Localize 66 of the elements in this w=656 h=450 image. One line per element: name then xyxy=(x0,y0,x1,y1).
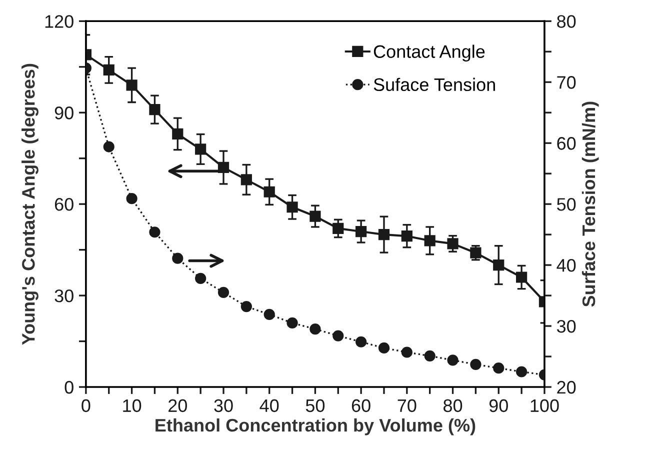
point xyxy=(424,350,436,362)
point xyxy=(218,286,230,298)
point xyxy=(103,64,114,76)
legend-label: Contact Angle xyxy=(374,44,485,62)
point xyxy=(218,162,230,174)
y2-tick-label: 40 xyxy=(556,258,576,272)
x-tick-label: 30 xyxy=(214,399,233,412)
y-tick-label: 0 xyxy=(64,380,74,394)
y-tick-label: 90 xyxy=(54,106,74,120)
point xyxy=(516,272,528,283)
point xyxy=(286,317,298,329)
point xyxy=(103,141,114,152)
y2-tick-label: 30 xyxy=(556,320,576,333)
point xyxy=(356,226,367,238)
point xyxy=(195,272,206,284)
point xyxy=(310,210,321,222)
x-tick-label: 50 xyxy=(306,399,325,412)
point xyxy=(493,362,504,374)
x-axis-title: Ethanol Concentration by Volume (%) xyxy=(156,418,476,436)
point xyxy=(401,346,412,358)
x-tick-label: 70 xyxy=(398,399,416,412)
y-tick-label: 120 xyxy=(45,15,74,28)
x-tick-label: 20 xyxy=(168,399,187,412)
point xyxy=(310,324,321,335)
point xyxy=(332,222,344,234)
point xyxy=(470,247,482,258)
y2-axis-title: Surface Tension (mN/m) xyxy=(582,102,599,307)
y2-tick-label: 80 xyxy=(557,15,576,28)
point xyxy=(493,259,504,271)
point xyxy=(401,230,412,242)
x-tick-label: 0 xyxy=(82,399,90,412)
point xyxy=(516,366,528,378)
point xyxy=(470,358,482,370)
y2-tick-label: 70 xyxy=(557,76,576,89)
x-tick-label: 100 xyxy=(530,399,559,412)
point xyxy=(424,235,436,246)
point xyxy=(378,229,390,240)
point xyxy=(332,330,344,342)
y-tick-label: 30 xyxy=(54,289,74,302)
x-tick-label: 40 xyxy=(260,399,279,412)
y2-tick-label: 20 xyxy=(557,380,576,394)
point xyxy=(240,174,252,186)
point xyxy=(195,144,206,155)
point xyxy=(286,202,298,213)
point xyxy=(264,186,275,198)
point xyxy=(126,80,138,91)
point xyxy=(126,193,138,204)
legend-label: Suface Tension xyxy=(374,78,495,92)
point xyxy=(172,252,184,264)
y-axis-title: Young's Contact Angle (degrees) xyxy=(22,64,38,345)
point xyxy=(240,300,252,312)
x-tick-label: 90 xyxy=(489,399,508,412)
point xyxy=(378,342,390,354)
point xyxy=(149,104,160,116)
x-tick-label: 60 xyxy=(352,399,370,412)
x-tick-label: 80 xyxy=(444,399,462,412)
y2-tick-label: 50 xyxy=(557,198,576,211)
y-tick-label: 60 xyxy=(54,198,74,211)
point xyxy=(149,226,160,238)
point xyxy=(447,354,458,366)
point xyxy=(356,336,367,348)
point xyxy=(264,308,275,320)
point xyxy=(447,238,458,250)
point xyxy=(172,128,184,140)
x-tick-label: 10 xyxy=(123,399,142,412)
y2-tick-label: 60 xyxy=(557,137,576,150)
